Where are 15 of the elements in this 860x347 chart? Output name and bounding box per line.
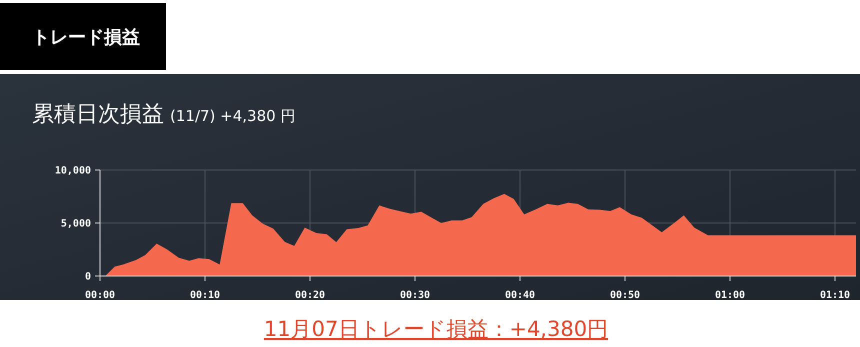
chart-title: 累積日次損益 [32, 102, 164, 127]
x-tick-label: 01:00 [714, 290, 746, 301]
x-tick-label: 00:00 [84, 290, 116, 301]
chart-subtitle: (11/7) +4,380 円 [170, 107, 296, 125]
text: トレード損益 [32, 27, 140, 48]
x-tick-label: 00:20 [294, 290, 326, 301]
y-tick-label: 10,000 [54, 166, 91, 176]
y-tick-label: 5,000 [60, 218, 91, 230]
x-tick-label: 00:10 [190, 290, 220, 301]
x-tick-label: 00:40 [504, 290, 536, 301]
text: 11月07日トレード損益：+4,380円 [264, 317, 608, 341]
x-tick-label: 00:50 [610, 290, 640, 301]
x-tick-label: 00:30 [400, 290, 430, 301]
y-tick-label: 0 [84, 272, 91, 282]
x-tick-label: 01:10 [820, 290, 850, 301]
